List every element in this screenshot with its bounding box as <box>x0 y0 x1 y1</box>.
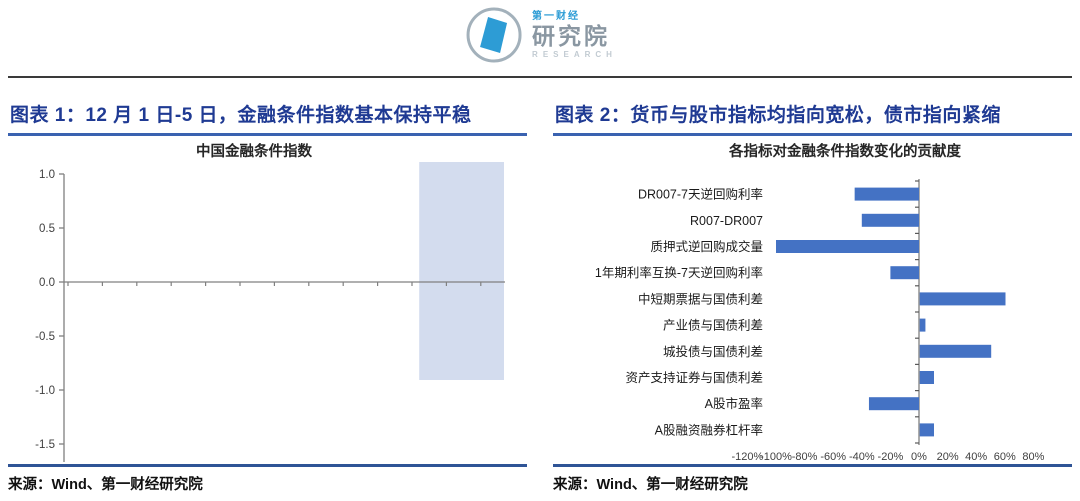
svg-text:中国金融条件指数: 中国金融条件指数 <box>196 142 312 160</box>
svg-text:DR007-7天逆回购利率: DR007-7天逆回购利率 <box>638 187 763 202</box>
svg-text:1年期利率互换-7天逆回购利率: 1年期利率互换-7天逆回购利率 <box>595 265 763 280</box>
svg-text:A股融资融券杠杆率: A股融资融券杠杆率 <box>655 422 763 437</box>
svg-text:-80%: -80% <box>792 451 818 462</box>
brand-line3: RESEARCH <box>532 49 617 59</box>
svg-text:0%: 0% <box>911 451 927 462</box>
svg-text:资产支持证券与国债利差: 资产支持证券与国债利差 <box>625 370 763 385</box>
svg-text:60%: 60% <box>994 451 1016 462</box>
svg-text:1.0: 1.0 <box>39 169 55 181</box>
svg-text:0.5: 0.5 <box>39 223 55 235</box>
brand-name: 第一财经 研究院 RESEARCH <box>532 10 617 59</box>
svg-text:产业债与国债利差: 产业债与国债利差 <box>663 319 763 333</box>
header-divider <box>8 76 1072 78</box>
svg-text:80%: 80% <box>1022 451 1044 462</box>
svg-text:20%: 20% <box>937 451 959 462</box>
chart1-source: 来源：Wind、第一财经研究院 <box>8 464 527 494</box>
svg-text:-0.5: -0.5 <box>35 331 55 343</box>
svg-text:A股市盈率: A股市盈率 <box>705 396 763 411</box>
brand-line1: 第一财经 <box>532 10 581 22</box>
logo-mark-icon <box>466 7 522 63</box>
svg-text:-100%: -100% <box>760 451 792 462</box>
svg-text:-120%: -120% <box>732 451 764 462</box>
svg-text:中短期票据与国债利差: 中短期票据与国债利差 <box>638 291 763 306</box>
brand-line2: 研究院 <box>532 22 611 49</box>
svg-text:各指标对金融条件指数变化的贡献度: 各指标对金融条件指数变化的贡献度 <box>728 142 961 160</box>
svg-text:0.0: 0.0 <box>39 277 55 289</box>
chart-panel-contributions: 图表 2：货币与股市指标均指向宽松，债市指向紧缩 各指标对金融条件指数变化的贡献… <box>553 97 1072 494</box>
chart2-source: 来源：Wind、第一财经研究院 <box>553 464 1072 494</box>
svg-text:城投债与国债利差: 城投债与国债利差 <box>663 344 763 359</box>
svg-text:R007-DR007: R007-DR007 <box>690 214 763 228</box>
contribution-bar-chart: 各指标对金融条件指数变化的贡献度 DR007-7天逆回购利率 R007-DR007 质… <box>595 142 1045 462</box>
svg-text:-1.5: -1.5 <box>35 439 55 451</box>
chart1-panel-title: 图表 1：12 月 1 日-5 日，金融条件指数基本保持平稳 <box>8 97 527 136</box>
svg-text:40%: 40% <box>965 451 987 462</box>
svg-text:-1.0: -1.0 <box>35 385 55 397</box>
chart-panel-fci: 图表 1：12 月 1 日-5 日，金融条件指数基本保持平稳 中国金融条件指数 1… <box>8 97 527 494</box>
fci-line-chart: 中国金融条件指数1.00.50.0-0.5-1.0-1.5-2.0-2.5-3.… <box>35 142 505 462</box>
svg-text:-60%: -60% <box>820 451 846 462</box>
svg-text:质押式逆回购成交量: 质押式逆回购成交量 <box>650 239 763 254</box>
yicai-logo: 第一财经 研究院 RESEARCH <box>463 4 617 66</box>
chart2-panel-title: 图表 2：货币与股市指标均指向宽松，债市指向紧缩 <box>553 97 1072 136</box>
svg-text:-40%: -40% <box>849 451 875 462</box>
svg-text:-20%: -20% <box>878 451 904 462</box>
